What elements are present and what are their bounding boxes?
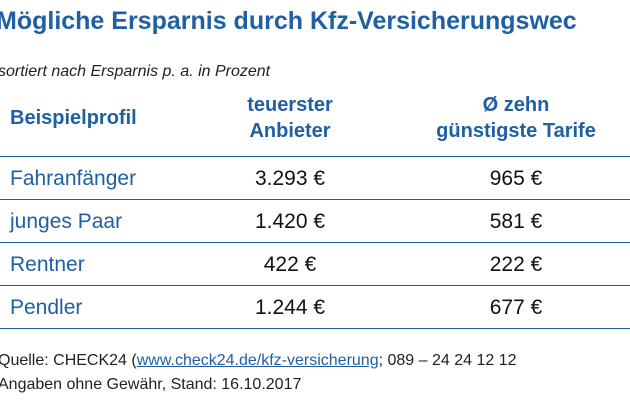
table-row: junges Paar 1.420 € 581 € [0, 200, 630, 243]
page-title: Mögliche Ersparnis durch Kfz-Versicherun… [0, 7, 577, 35]
cell-cheapest: 222 € [489, 253, 543, 276]
header-cheapest-line2: günstigste Tarife [436, 120, 596, 142]
cell-expensive: 1.420 € [254, 210, 326, 233]
cell-profile: Rentner [10, 253, 85, 276]
cell-cheapest: 677 € [489, 296, 543, 319]
header-cheapest-line1: Ø zehn [482, 94, 550, 116]
disclaimer-line: Angaben ohne Gewähr, Stand: 16.10.2017 [0, 376, 302, 393]
cell-expensive: 1.244 € [254, 296, 326, 319]
cell-profile: Pendler [10, 296, 83, 319]
header-profile: Beispielprofil [10, 107, 137, 129]
cell-cheapest: 965 € [489, 167, 543, 190]
cell-profile: Fahranfänger [10, 167, 137, 190]
table-header: Beispielprofil teuerster Anbieter Ø zehn… [0, 90, 630, 157]
cell-expensive: 3.293 € [254, 167, 326, 190]
cell-cheapest: 581 € [489, 210, 543, 233]
header-expensive-line1: teuerster [247, 94, 333, 116]
header-expensive: teuerster Anbieter [230, 92, 350, 144]
table-row: Pendler 1.244 € 677 € [0, 286, 630, 329]
table-row: Rentner 422 € 222 € [0, 243, 630, 286]
header-cheapest: Ø zehn günstigste Tarife [410, 92, 622, 144]
source-line: Quelle: CHECK24 (www.check24.de/kfz-vers… [0, 352, 517, 370]
source-prefix: Quelle: CHECK24 ( [0, 352, 137, 369]
cell-profile: junges Paar [10, 210, 123, 233]
header-expensive-line2: Anbieter [249, 120, 331, 142]
source-suffix: ; 089 – 24 24 12 12 [378, 352, 517, 369]
cell-expensive: 422 € [263, 253, 317, 276]
page-subtitle: sortiert nach Ersparnis p. a. in Prozent [0, 63, 271, 80]
table-row: Fahranfänger 3.293 € 965 € [0, 157, 630, 200]
source-link[interactable]: www.check24.de/kfz-versicherung [136, 352, 379, 369]
